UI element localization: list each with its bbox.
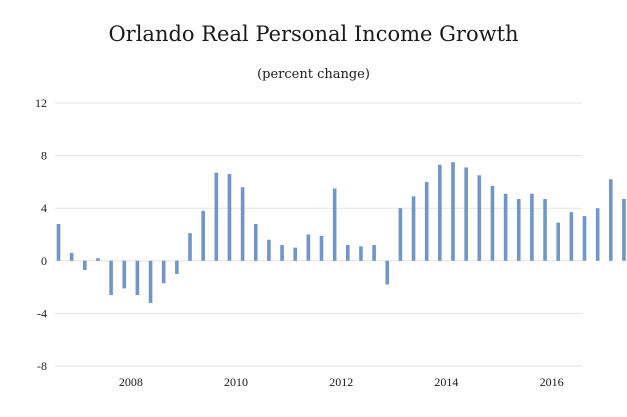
bar xyxy=(595,208,600,261)
bar xyxy=(385,260,390,285)
bar xyxy=(516,199,521,261)
bar xyxy=(556,222,560,261)
bar xyxy=(188,233,192,261)
chart-subtitle: (percent change) xyxy=(257,67,370,82)
y-tick-label: 12 xyxy=(35,96,47,110)
bar-series xyxy=(56,162,626,303)
bar xyxy=(451,162,455,261)
y-tick-label: 4 xyxy=(41,201,47,215)
gridlines xyxy=(55,102,582,367)
bar xyxy=(267,239,271,261)
bar xyxy=(490,185,495,261)
bar xyxy=(135,260,140,295)
x-tick-label: 2012 xyxy=(329,375,353,389)
bar xyxy=(201,210,205,261)
bar xyxy=(122,260,127,289)
y-tick-label: -4 xyxy=(37,306,47,320)
bar xyxy=(424,181,429,261)
bar xyxy=(372,245,376,261)
bar xyxy=(306,234,311,261)
x-axis-ticks: 2008201020122014201620182020202220242026 xyxy=(119,375,564,389)
bar xyxy=(227,174,232,261)
bar xyxy=(214,172,219,261)
bar xyxy=(56,223,61,261)
bar xyxy=(543,199,547,261)
bar xyxy=(319,235,324,261)
chart-title: Orlando Real Personal Income Growth xyxy=(108,22,519,46)
bar xyxy=(582,216,587,261)
bar xyxy=(240,187,245,261)
bar xyxy=(161,260,166,284)
bar xyxy=(438,164,442,261)
bar xyxy=(622,199,626,261)
y-tick-label: 8 xyxy=(41,149,47,163)
bar xyxy=(569,212,574,261)
bar xyxy=(398,208,403,261)
bar xyxy=(96,258,100,261)
bar xyxy=(609,179,613,261)
y-axis-ticks: 12 8 4 0 -4 -8 xyxy=(35,96,47,373)
x-tick-label: 2010 xyxy=(224,375,248,389)
bar xyxy=(477,175,482,261)
bar xyxy=(530,193,534,261)
y-tick-label: 0 xyxy=(41,254,47,268)
y-tick-label: -8 xyxy=(37,359,47,373)
bar xyxy=(175,260,179,274)
bar xyxy=(464,167,468,261)
bar xyxy=(83,260,87,271)
bar xyxy=(293,247,297,261)
bar xyxy=(280,245,284,261)
bar xyxy=(346,245,350,261)
x-tick-label: 2008 xyxy=(119,375,143,389)
bar xyxy=(411,196,416,261)
x-tick-label: 2014 xyxy=(434,375,458,389)
bar xyxy=(109,260,113,295)
x-tick-label: 2016 xyxy=(540,375,564,389)
bar xyxy=(148,260,153,303)
bar xyxy=(359,246,363,261)
bar xyxy=(253,223,258,261)
bar xyxy=(69,252,74,261)
bar xyxy=(503,193,508,261)
bar xyxy=(332,188,337,261)
